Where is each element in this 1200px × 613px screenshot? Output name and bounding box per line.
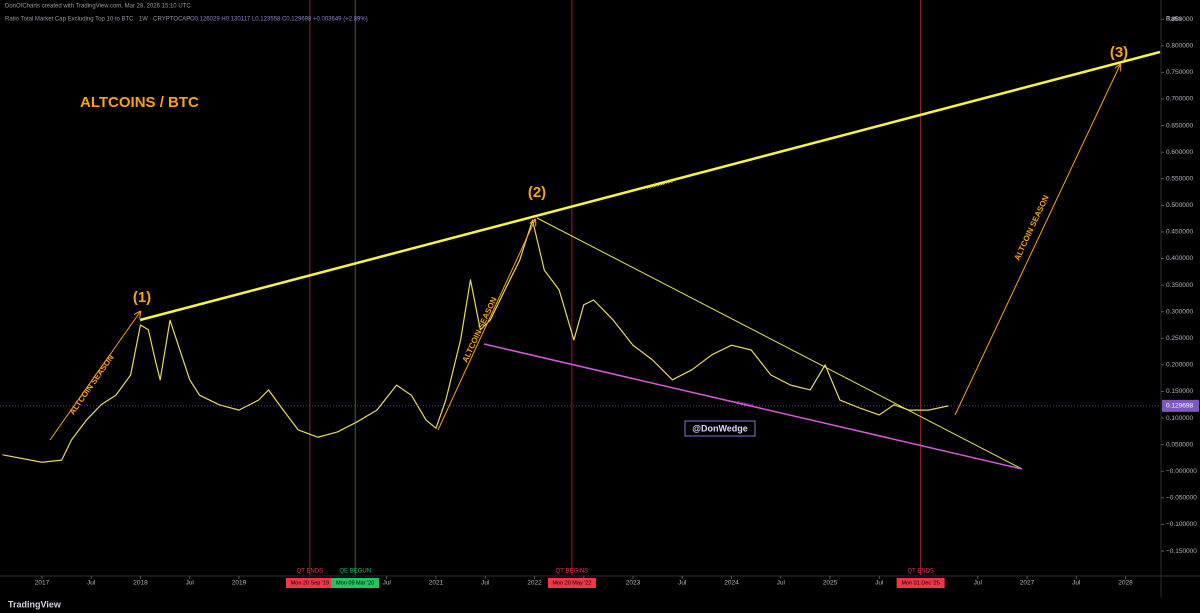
- support-line: [483, 343, 1023, 470]
- y-tick-label: 0.850000: [1166, 16, 1193, 23]
- last-price-label: 0.129698: [1166, 403, 1193, 410]
- y-tick-label: −0.150000: [1166, 548, 1197, 555]
- y-tick-label: 0.600000: [1166, 149, 1193, 156]
- x-tick-label: Jul: [1072, 580, 1081, 587]
- y-tick-label: 0.800000: [1166, 42, 1193, 49]
- x-tick-label: 2021: [429, 580, 444, 587]
- arrow: [437, 220, 535, 431]
- author-label: @DonWedge: [692, 423, 748, 433]
- brand: TradingView: [8, 599, 62, 609]
- arrow: [954, 65, 1120, 416]
- x-tick-label: Jul: [875, 580, 884, 587]
- event-label: QT ENDS: [907, 569, 934, 575]
- x-tick-label: 2018: [133, 580, 148, 587]
- event-date: Mon 01 Dec '25: [901, 580, 939, 586]
- x-tick-label: Jul: [383, 580, 392, 587]
- event-date: Mon 20 May '22: [552, 580, 591, 586]
- x-tick-label: Jul: [186, 580, 195, 587]
- chart-title: ALTCOINS / BTC: [80, 94, 199, 111]
- footer: [0, 597, 1200, 613]
- last-price-box: [1162, 399, 1199, 412]
- event-tag: [547, 578, 596, 588]
- x-tick-label: 2024: [724, 580, 739, 587]
- y-tick-label: 0.150000: [1166, 388, 1193, 395]
- x-tick-label: 2028: [1118, 580, 1133, 587]
- y-tick-label: 0.550000: [1166, 175, 1193, 182]
- x-tick-label: Jul: [974, 580, 983, 587]
- event-label: QT BEGINS: [556, 569, 589, 575]
- wave-label: (1): [133, 289, 151, 306]
- y-tick-label: 0.200000: [1166, 362, 1193, 369]
- resistance-line: [139, 50, 1161, 322]
- event-date: Mon 09 Mar '20: [336, 580, 374, 586]
- wave-label: (3): [1110, 44, 1128, 61]
- symbol: Ratio Total Market Cap Excluding Top 10 …: [5, 17, 190, 23]
- event-label: QE BEGUN: [339, 569, 371, 575]
- event-tag: [331, 578, 380, 588]
- author-box: [684, 420, 756, 437]
- x-tick-label: 2022: [527, 580, 542, 587]
- x-tick-label: Jul: [777, 580, 786, 587]
- x-tick-label: 2019: [232, 580, 247, 587]
- y-tick-label: 0.350000: [1166, 282, 1193, 289]
- y-tick-label: 0.100000: [1166, 415, 1193, 422]
- x-tick-label: 2017: [35, 580, 50, 587]
- x-tick-label: Jul: [678, 580, 687, 587]
- y-tick-label: 0.450000: [1166, 229, 1193, 236]
- y-tick-label: 0.700000: [1166, 96, 1193, 103]
- plot-area: [0, 0, 1200, 597]
- support-label: support: [736, 400, 754, 410]
- y-tick-label: 0.250000: [1166, 335, 1193, 342]
- event-tag: [285, 578, 334, 588]
- y-tick-label: −0.050000: [1166, 495, 1197, 502]
- y-tick-label: 0.500000: [1166, 202, 1193, 209]
- y-tick-label: 0.300000: [1166, 308, 1193, 315]
- y-tick-label: −0.100000: [1166, 521, 1197, 528]
- x-tick-label: Jul: [481, 580, 490, 587]
- credit: DonOfCharts created with TradingView.com…: [5, 4, 191, 10]
- y-tick-label: 0.050000: [1166, 441, 1193, 448]
- ohlc: O0.126029 H0.130117 L0.123558 C0.129698 …: [190, 17, 368, 23]
- x-tick-label: Jul: [87, 580, 96, 587]
- y-tick-label: 0.750000: [1166, 69, 1193, 76]
- arrow: [49, 312, 140, 441]
- wedge-top-line: [536, 217, 1023, 470]
- y-tick-label: 0.650000: [1166, 122, 1193, 129]
- event-date: Mon 20 Sep '19: [291, 580, 329, 586]
- y-tick-label: −0.000000: [1166, 468, 1197, 475]
- price-line: [2, 219, 949, 463]
- event-label: QT ENDS: [297, 569, 324, 575]
- x-tick-label: 2023: [626, 580, 641, 587]
- wave-label: (2): [528, 184, 546, 201]
- axis-unit: Ratio: [1166, 16, 1182, 23]
- event-tag: [896, 578, 945, 588]
- x-tick-label: 2027: [1020, 580, 1035, 587]
- x-tick-label: 2025: [823, 580, 838, 587]
- y-tick-label: 0.400000: [1166, 255, 1193, 262]
